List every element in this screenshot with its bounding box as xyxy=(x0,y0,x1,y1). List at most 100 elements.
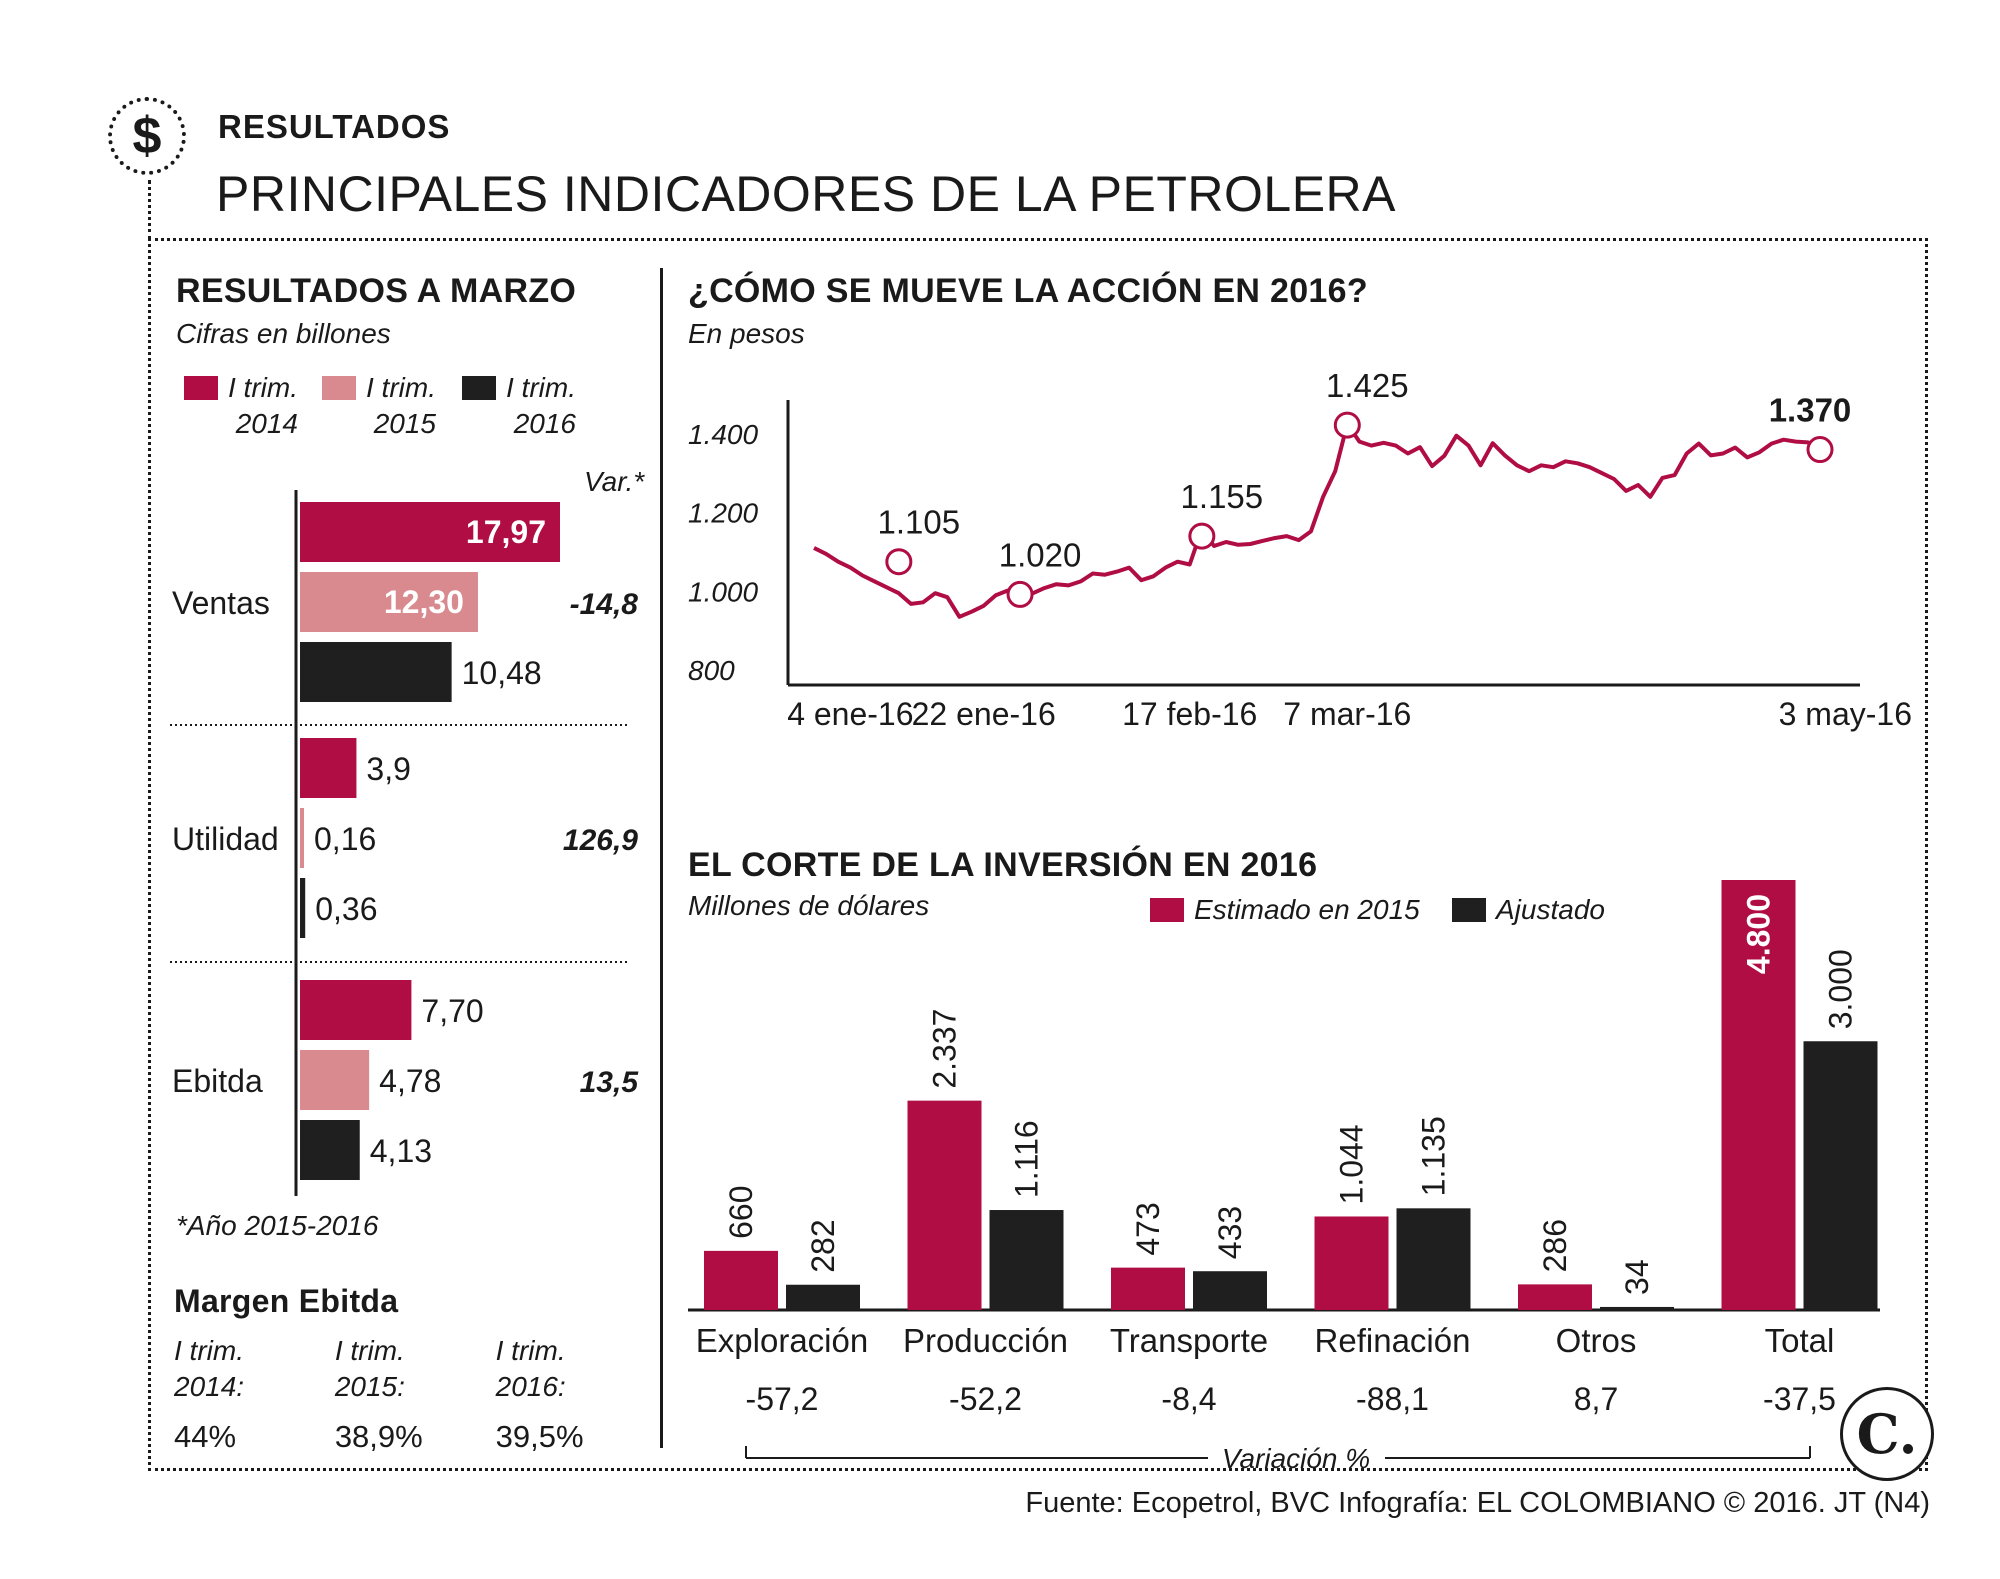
margin-value: 39,5% xyxy=(495,1419,584,1454)
bar-ventas-1 xyxy=(300,572,478,632)
bar-value-label: 3.000 xyxy=(1823,949,1859,1029)
bar-ventas-0 xyxy=(300,502,560,562)
legend-2016-line2: 2016 xyxy=(513,408,576,439)
category-label-exploración: Exploración xyxy=(696,1322,868,1359)
stock-title: ¿CÓMO SE MUEVE LA ACCIÓN EN 2016? xyxy=(688,272,1368,310)
bar-transporte-0 xyxy=(1111,1267,1185,1310)
category-label-otros: Otros xyxy=(1556,1322,1637,1359)
variation-value: -8,4 xyxy=(1161,1381,1216,1417)
stock-annotation-label: 1.020 xyxy=(999,536,1082,573)
bar-value-label: 1.044 xyxy=(1334,1124,1370,1204)
bar-ebitda-0 xyxy=(300,980,412,1040)
stock-annotation-label: 1.105 xyxy=(878,504,961,541)
bar-transporte-1 xyxy=(1193,1271,1267,1310)
category-label-total: Total xyxy=(1765,1322,1835,1359)
bar-total-1 xyxy=(1803,1041,1878,1310)
legend-ajustado: Ajustado xyxy=(1452,892,1605,928)
bar-value-label: 3,9 xyxy=(366,751,410,787)
variation-value: 8,7 xyxy=(1574,1381,1618,1417)
margin-label-line1: I trim. xyxy=(174,1335,244,1366)
bar-utilidad-2 xyxy=(300,878,306,938)
bar-utilidad-0 xyxy=(300,738,357,798)
margin-item: I trim. 2014: 44% xyxy=(174,1333,335,1455)
legend-2014-line1: I trim. xyxy=(228,372,298,403)
bar-value-label: 286 xyxy=(1537,1219,1573,1272)
stock-marker xyxy=(1333,411,1361,439)
stock-y-tick: 1.200 xyxy=(688,498,758,529)
panel-divider xyxy=(660,268,663,1448)
margin-label-line2: 2014: xyxy=(174,1371,245,1402)
page-title: PRINCIPALES INDICADORES DE LA PETROLERA xyxy=(216,166,1396,222)
bar-otros-0 xyxy=(1518,1284,1592,1310)
bar-utilidad-1 xyxy=(300,808,304,868)
category-label-ebitda: Ebitda xyxy=(172,1063,263,1099)
kicker: RESULTADOS xyxy=(218,108,451,145)
swatch-estimado xyxy=(1150,898,1184,922)
bar-value-label: 7,70 xyxy=(421,993,483,1029)
investment-title: EL CORTE DE LA INVERSIÓN EN 2016 xyxy=(688,846,1318,884)
bar-value-label: 660 xyxy=(723,1185,759,1238)
var-header: Var.* xyxy=(584,466,645,497)
margin-label-line1: I trim. xyxy=(495,1335,566,1366)
category-label-producción: Producción xyxy=(903,1322,1068,1359)
stock-x-tick: 22 ene-16 xyxy=(912,696,1056,732)
swatch-ajustado xyxy=(1452,898,1486,922)
swatch-2016 xyxy=(462,376,496,400)
bar-ventas-2 xyxy=(300,642,452,702)
bar-producción-1 xyxy=(989,1210,1064,1310)
margin-item: I trim. 2015: 38,9% xyxy=(335,1333,496,1455)
legend-estimado-label: Estimado en 2015 xyxy=(1194,894,1420,925)
legend-2014: I trim. 2014 xyxy=(184,370,298,442)
bar-value-label: 17,97 xyxy=(466,514,546,550)
variation-value: -52,2 xyxy=(949,1381,1022,1417)
margin-value: 44% xyxy=(174,1419,237,1454)
bar-value-label: 433 xyxy=(1212,1206,1248,1259)
stock-x-tick: 4 ene-16 xyxy=(787,696,913,732)
margin-value: 38,9% xyxy=(334,1419,423,1454)
variation-value: 13,5 xyxy=(580,1066,640,1099)
bar-value-label: 4.800 xyxy=(1741,894,1777,974)
investment-bar-chart: 660 282 Exploración -57,2 2.337 1.116 Producci… xyxy=(688,880,1880,1470)
bar-value-label: 473 xyxy=(1130,1202,1166,1255)
bar-value-label: 4,78 xyxy=(379,1063,441,1099)
legend-2015-line2: 2015 xyxy=(373,408,436,439)
margin-label-line2: 2015: xyxy=(334,1371,405,1402)
stock-marker xyxy=(1806,436,1834,464)
margin-label-line1: I trim. xyxy=(334,1335,405,1366)
el-colombiano-logo: C. xyxy=(1840,1387,1934,1481)
bar-ebitda-2 xyxy=(300,1120,360,1180)
swatch-2015 xyxy=(322,376,356,400)
variation-value: 126,9 xyxy=(563,824,638,857)
infographic-frame xyxy=(148,238,1928,1471)
results-footnote: *Año 2015-2016 xyxy=(176,1210,379,1241)
stock-annotation-label: 1.155 xyxy=(1181,478,1264,515)
stock-y-tick: 800 xyxy=(688,655,735,686)
variation-value: -37,5 xyxy=(1763,1381,1836,1417)
swatch-2014 xyxy=(184,376,218,400)
bar-producción-0 xyxy=(907,1100,982,1310)
stock-x-tick: 17 feb-16 xyxy=(1122,696,1257,732)
stock-annotation-label: 1.425 xyxy=(1326,370,1409,404)
bar-value-label: 1.116 xyxy=(1009,1120,1045,1198)
bar-value-label: 0,16 xyxy=(314,821,376,857)
legend-2016: I trim. 2016 xyxy=(462,370,576,442)
margin-label-line2: 2016: xyxy=(495,1371,566,1402)
bar-ebitda-1 xyxy=(300,1050,370,1110)
bar-refinación-1 xyxy=(1396,1208,1471,1310)
variation-label: Variación % xyxy=(1222,1443,1370,1470)
variation-value: -57,2 xyxy=(746,1381,819,1417)
stock-x-tick: 7 mar-16 xyxy=(1283,696,1411,732)
stock-y-tick: 1.400 xyxy=(688,419,758,450)
legend-2014-line2: 2014 xyxy=(235,408,298,439)
margin-title: Margen Ebitda xyxy=(174,1283,399,1319)
stock-marker xyxy=(1188,522,1216,550)
stock-x-tick: 3 may-16 xyxy=(1779,696,1912,732)
dollar-icon: $ xyxy=(108,97,186,175)
legend-2015-line1: I trim. xyxy=(366,372,436,403)
stock-subtitle: En pesos xyxy=(688,318,805,349)
variation-value: -14,8 xyxy=(570,588,639,621)
category-label-ventas: Ventas xyxy=(172,585,270,621)
stock-y-tick: 1.000 xyxy=(688,576,758,607)
